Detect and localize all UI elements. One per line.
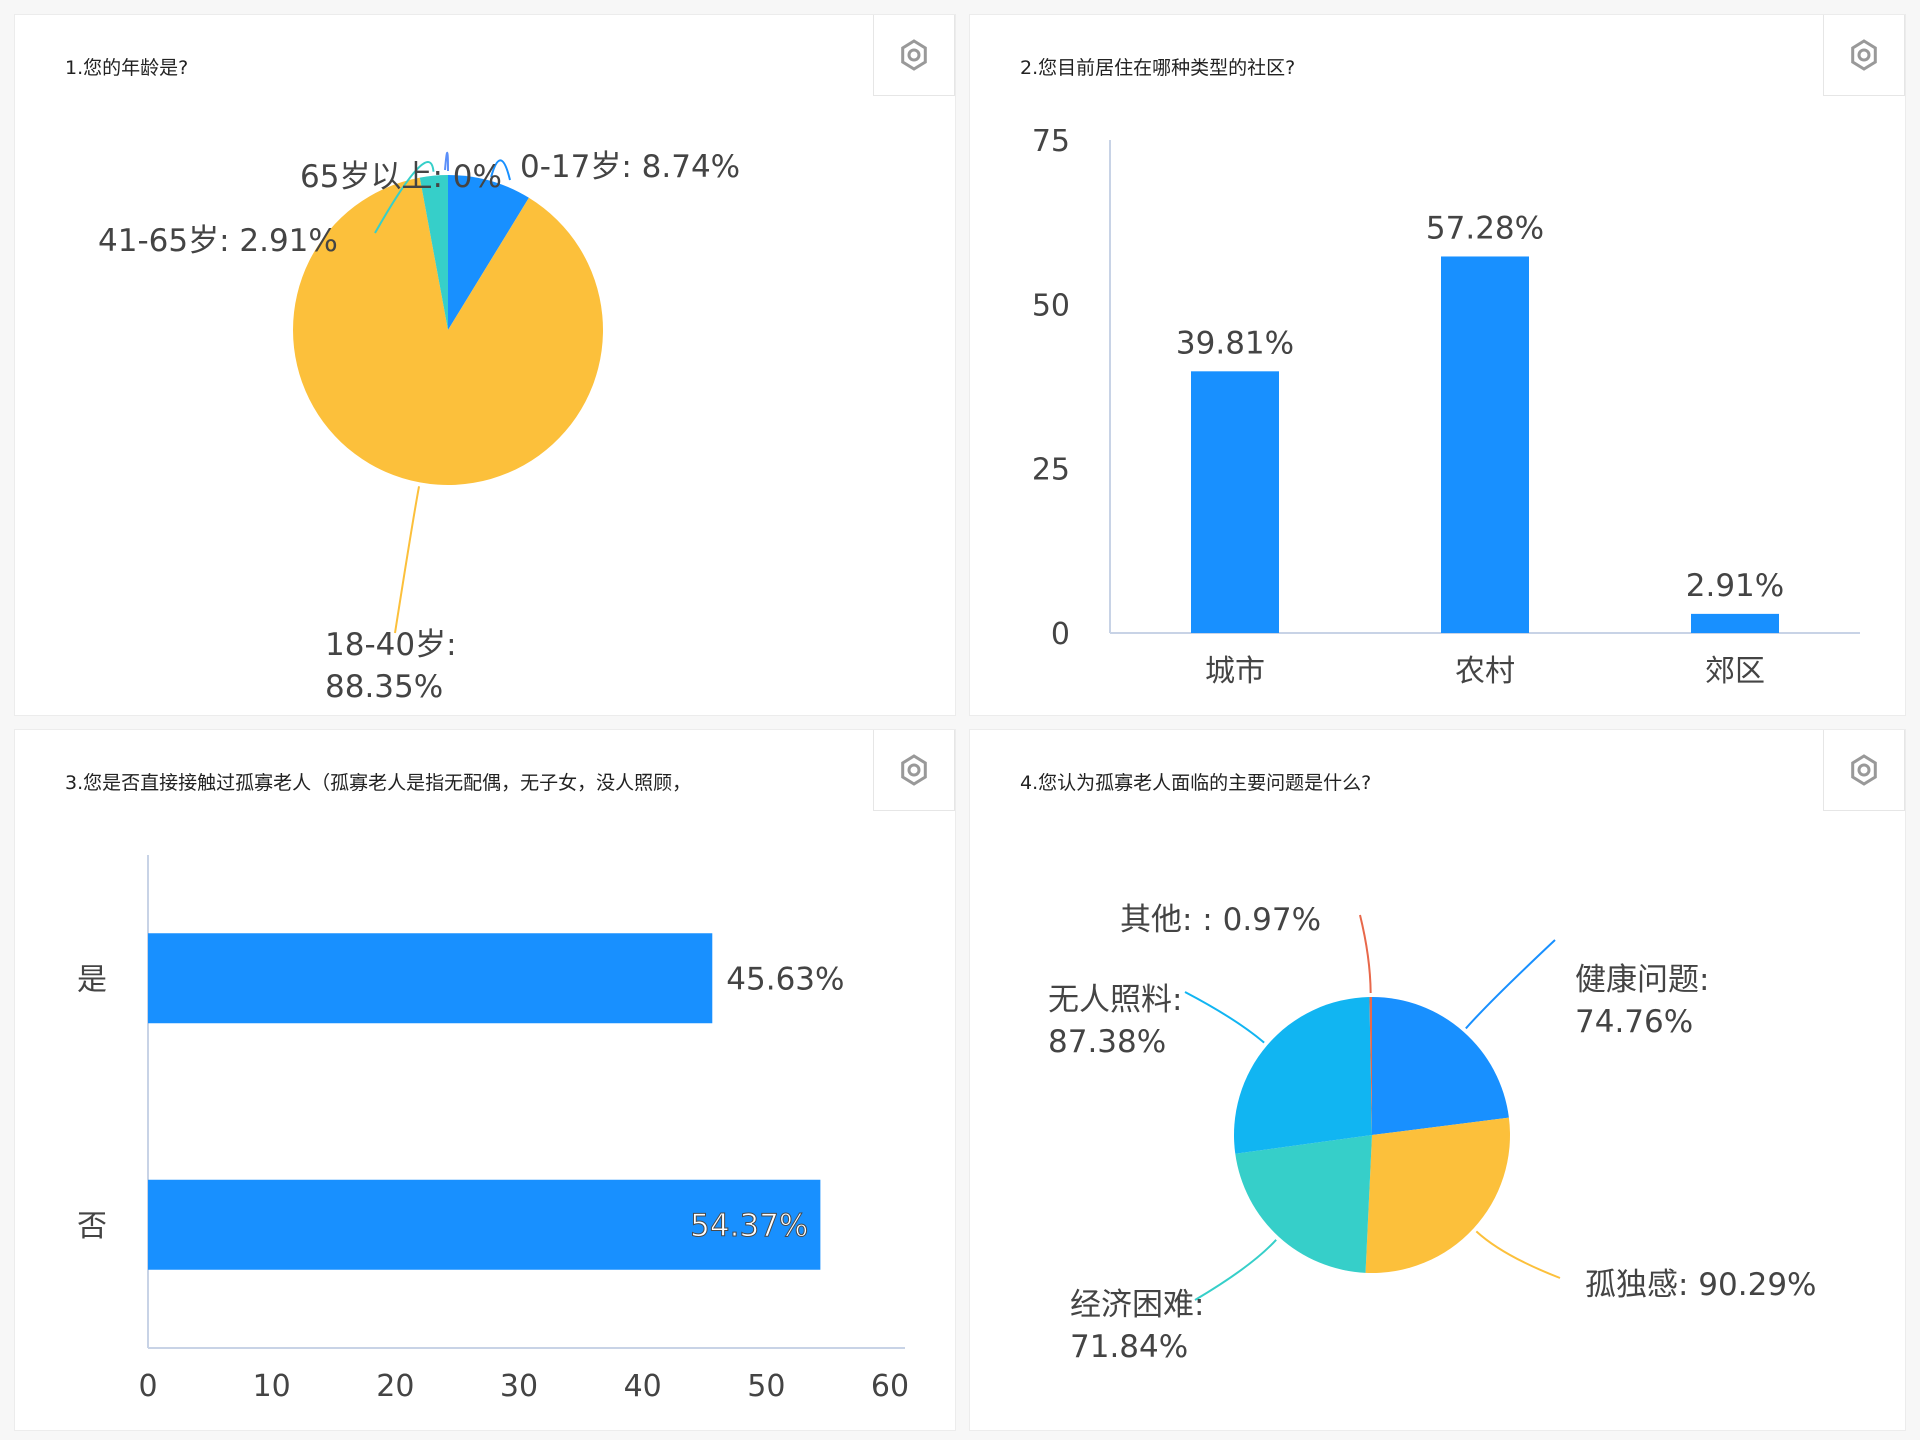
chart-panel-community: 2.您目前居住在哪种类型的社区? 0 25 50 75 39.81% 城市 57.28% 农村…: [970, 15, 1905, 715]
age-label-2: 41-65岁: 2.91%: [98, 223, 338, 259]
panel-title: 3.您是否直接接触过孤寡老人（孤寡老人是指无配偶，无子女，没人照顾，: [65, 772, 692, 794]
age-leader-3: [444, 151, 449, 172]
settings-button[interactable]: [873, 730, 955, 811]
x-tick-label-4: 40: [624, 1369, 662, 1404]
bar-chart-community: 0 25 50 75 39.81% 城市 57.28% 农村 2.91% 郊区: [1032, 124, 1860, 689]
problems-slice-1: [1365, 1117, 1510, 1273]
problems-leader-2: [1194, 1239, 1277, 1301]
y-tick-label-2: 50: [1032, 288, 1070, 323]
age-leader-2: [374, 161, 435, 234]
x-tick-label-0: 0: [138, 1369, 157, 1404]
problems-slice-0: [1372, 997, 1509, 1135]
x-tick-label-0: 城市: [1205, 654, 1265, 689]
x-tick-label-5: 50: [747, 1369, 785, 1404]
gear-icon: [901, 754, 927, 786]
bar-1: [148, 1179, 821, 1270]
problems-label-0-line0: 健康问题:: [1575, 962, 1709, 998]
y-tick-label-0: 0: [1051, 617, 1070, 652]
panel-title: 1.您的年龄是?: [65, 57, 189, 79]
panel-title: 4.您认为孤寡老人面临的主要问题是什么?: [1020, 772, 1372, 794]
chart-panel-age: 1.您的年龄是? 0-17岁: 8.74% 18-40岁: 88.35% 41-65岁…: [15, 15, 955, 715]
y-tick-label-0: 是: [77, 962, 107, 997]
bar-0: [1191, 371, 1279, 633]
problems-label-2-line1: 71.84%: [1070, 1329, 1188, 1365]
age-label-1-line0: 18-40岁:: [325, 627, 457, 663]
problems-leader-3: [1184, 991, 1265, 1044]
age-label-1-line1: 88.35%: [325, 669, 443, 705]
x-tick-label-6: 60: [871, 1369, 909, 1404]
settings-button[interactable]: [1823, 730, 1905, 811]
problems-slice-4: [1369, 997, 1372, 1135]
bar-1: [1441, 256, 1529, 633]
gear-icon: [1851, 754, 1877, 786]
problems-slice-2: [1235, 1135, 1372, 1273]
problems-leader-0: [1465, 939, 1556, 1030]
pie-chart-age: 0-17岁: 8.74% 18-40岁: 88.35% 41-65岁: 2.91% 65…: [98, 149, 740, 705]
panel-title: 2.您目前居住在哪种类型的社区?: [1020, 57, 1296, 79]
chart-panel-problems: 4.您认为孤寡老人面临的主要问题是什么? 健康问题: 74.76% 孤独感: 90.…: [970, 730, 1905, 1430]
problems-label-3-line1: 87.38%: [1048, 1024, 1166, 1060]
pie-chart-problems: 健康问题: 74.76% 孤独感: 90.29% 经济困难: 71.84% 无人照料: 87…: [1048, 902, 1817, 1365]
age-slice-2: [419, 175, 448, 330]
settings-button[interactable]: [1823, 15, 1905, 96]
age-slice-0: [448, 175, 529, 330]
x-tick-label-1: 10: [253, 1369, 291, 1404]
x-tick-label-2: 20: [376, 1369, 414, 1404]
y-tick-label-3: 75: [1032, 124, 1070, 159]
age-label-0: 0-17岁: 8.74%: [520, 149, 740, 185]
gear-icon: [1851, 39, 1877, 71]
problems-leader-1: [1475, 1230, 1561, 1279]
y-tick-label-1: 否: [77, 1209, 107, 1244]
age-leader-0: [490, 159, 511, 181]
hbar-chart-contact: 0 10 20 30 40 50 60 是 45.63% 否 54.37%: [77, 855, 909, 1404]
x-tick-label-3: 30: [500, 1369, 538, 1404]
bar-value-label-1: 57.28%: [1426, 210, 1544, 246]
bar-value-label-2: 2.91%: [1686, 568, 1784, 604]
problems-label-2-line0: 经济困难:: [1070, 1287, 1204, 1323]
bar-value-label-0: 39.81%: [1176, 325, 1294, 361]
bar-0: [148, 933, 713, 1024]
gear-icon: [901, 39, 927, 71]
bar-value-label-0: 45.63%: [726, 961, 844, 997]
problems-slice-3: [1234, 997, 1372, 1154]
bar-value-label-1: 54.37%: [690, 1208, 808, 1244]
chart-panel-contact: 3.您是否直接接触过孤寡老人（孤寡老人是指无配偶，无子女，没人照顾， 0 10 20…: [15, 730, 955, 1430]
bar-2: [1691, 613, 1779, 633]
problems-leader-4: [1359, 914, 1372, 994]
problems-label-1: 孤独感: 90.29%: [1585, 1267, 1817, 1303]
age-label-3: 65岁以上: 0%: [300, 159, 502, 195]
x-tick-label-2: 郊区: [1705, 654, 1765, 689]
problems-label-4: 其他: : 0.97%: [1120, 902, 1321, 938]
age-leader-1: [394, 486, 421, 634]
age-slice-1: [292, 177, 603, 485]
y-tick-label-1: 25: [1032, 453, 1070, 488]
problems-label-3-line0: 无人照料:: [1048, 982, 1182, 1018]
x-tick-label-1: 农村: [1455, 654, 1515, 689]
settings-button[interactable]: [873, 15, 955, 96]
problems-label-0-line1: 74.76%: [1575, 1004, 1693, 1040]
